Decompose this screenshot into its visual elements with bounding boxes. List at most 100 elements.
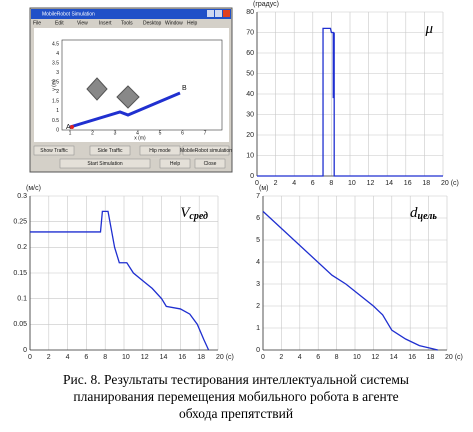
annotation: μ: [424, 21, 433, 37]
y-tick-label: 0.3: [17, 193, 27, 200]
axes: [61, 39, 223, 131]
button[interactable]: [59, 158, 151, 169]
x-tick-label: 6: [311, 180, 315, 187]
x-tick-label: 14: [385, 180, 393, 187]
y-axis-label: (м/с): [26, 185, 41, 192]
annotation-sub: сред: [189, 211, 208, 222]
y-tick-label: 60: [246, 50, 254, 57]
x-tick-label: 6: [84, 354, 88, 361]
y-tick-label: 6: [256, 215, 260, 222]
screenshot: MobileRobot Simulation File Edit View Inser…: [29, 7, 233, 173]
button-label[interactable]: Hip mode: [149, 148, 171, 154]
x-tick-label: 10: [122, 354, 130, 361]
x-tick-label: 2: [91, 130, 94, 136]
min-button[interactable]: [207, 10, 214, 17]
x-tick-label: 2: [279, 354, 283, 361]
menu-item[interactable]: Tools: [121, 20, 133, 26]
menu-item[interactable]: File: [33, 20, 41, 26]
goal-label: B: [182, 85, 187, 92]
x-tick-label: 0: [28, 354, 32, 361]
x-tick-label: 3: [114, 130, 117, 136]
y-tick-label: 0: [23, 347, 27, 354]
y-tick-label: 4.5: [52, 41, 59, 47]
x-tick-label: 18: [197, 354, 205, 361]
y-tick-label: 0: [56, 127, 59, 133]
caption-line: обхода препятствий: [179, 406, 293, 421]
data-line: [30, 210, 210, 351]
y-tick-label: 0.25: [13, 219, 27, 226]
y-axis-label: (градус): [253, 1, 279, 8]
button-label[interactable]: Side Traffic: [98, 148, 123, 154]
close-button[interactable]: [223, 10, 230, 17]
y-axis-label: (м): [259, 185, 268, 192]
y-tick-label: 0.15: [13, 270, 27, 277]
menu-bar: File Edit View Insert Tools Desktop Window Help: [33, 20, 198, 26]
x-tick-label: 2: [47, 354, 51, 361]
x-tick-label: 4: [298, 354, 302, 361]
y-tick-label: 0: [250, 173, 254, 180]
y-tick-label: 4: [256, 259, 260, 266]
y-tick-label: 10: [246, 152, 254, 159]
button[interactable]: [159, 158, 191, 169]
menu-item[interactable]: Window: [165, 20, 183, 26]
menu-item[interactable]: Desktop: [143, 20, 162, 26]
y-tick-label: 40: [246, 91, 254, 98]
y-tick-label: 0.1: [17, 296, 27, 303]
y-tick-label: 5: [256, 237, 260, 244]
x-tick-label: 6: [316, 354, 320, 361]
axes-ticks: 4.5 4 3.5 3 2.5 2 1.5 1 0.5 0 1 2 3 4 5 6 7: [52, 41, 207, 136]
x-tick-label: 5: [159, 130, 162, 136]
window-title: MobileRobot Simulation: [42, 11, 95, 17]
y-tick-label: 3: [256, 281, 260, 288]
caption-line: планирования перемещения мобильного робо…: [73, 389, 398, 404]
menu-item[interactable]: View: [77, 20, 88, 26]
x-tick-label: 4: [292, 180, 296, 187]
button-label[interactable]: MobileRobot simulation: [180, 148, 232, 154]
y-tick-label: 1: [256, 325, 260, 332]
y-tick-label: 0.5: [52, 118, 59, 124]
x-tick-label: 18: [422, 180, 430, 187]
x-tick-label: 12: [367, 180, 375, 187]
x-tick-label: 1: [69, 130, 72, 136]
y-label: y (m): [51, 79, 57, 91]
max-button[interactable]: [215, 10, 222, 17]
annotation-main: μ: [424, 21, 433, 37]
button-label[interactable]: Close: [204, 161, 217, 167]
x-tick-label: 6: [181, 130, 184, 136]
obstacle: [116, 85, 140, 109]
annotation-main: V: [180, 205, 191, 221]
button[interactable]: [182, 145, 230, 156]
y-tick-label: 2: [256, 303, 260, 310]
x-tick-label: 20 (с): [216, 354, 234, 361]
button-label[interactable]: Show Traffic: [40, 148, 68, 154]
y-tick-label: 4: [56, 51, 59, 57]
title-bar: [31, 9, 231, 19]
button[interactable]: [139, 145, 181, 156]
y-tick-label: 70: [246, 29, 254, 36]
y-tick-label: 3.5: [52, 60, 59, 66]
button-label[interactable]: Start Simulation: [87, 161, 123, 167]
button-label[interactable]: Help: [170, 161, 181, 167]
x-label: x (m): [134, 135, 146, 141]
y-tick-label: 0.05: [13, 321, 27, 328]
start-point: [70, 125, 74, 129]
button[interactable]: [33, 145, 75, 156]
x-tick-label: 16: [404, 180, 412, 187]
x-tick-label: 14: [390, 354, 398, 361]
menu-item[interactable]: Edit: [55, 20, 64, 26]
button[interactable]: [89, 145, 131, 156]
menu-item[interactable]: Help: [187, 20, 198, 26]
data-line: [257, 27, 443, 177]
x-tick-label: 4: [136, 130, 139, 136]
y-tick-label: 1: [56, 108, 59, 114]
y-tick-label: 20: [246, 132, 254, 139]
button[interactable]: [194, 158, 226, 169]
x-tick-label: 12: [141, 354, 149, 361]
y-tick-label: 2.5: [52, 80, 59, 86]
annotation-main: d: [410, 205, 418, 221]
button-panel: Show Traffic Side Traffic Hip mode MobileRo…: [33, 145, 232, 169]
menu-item[interactable]: Insert: [99, 20, 112, 26]
robot-path: [69, 91, 181, 129]
x-tick-label: 8: [335, 354, 339, 361]
